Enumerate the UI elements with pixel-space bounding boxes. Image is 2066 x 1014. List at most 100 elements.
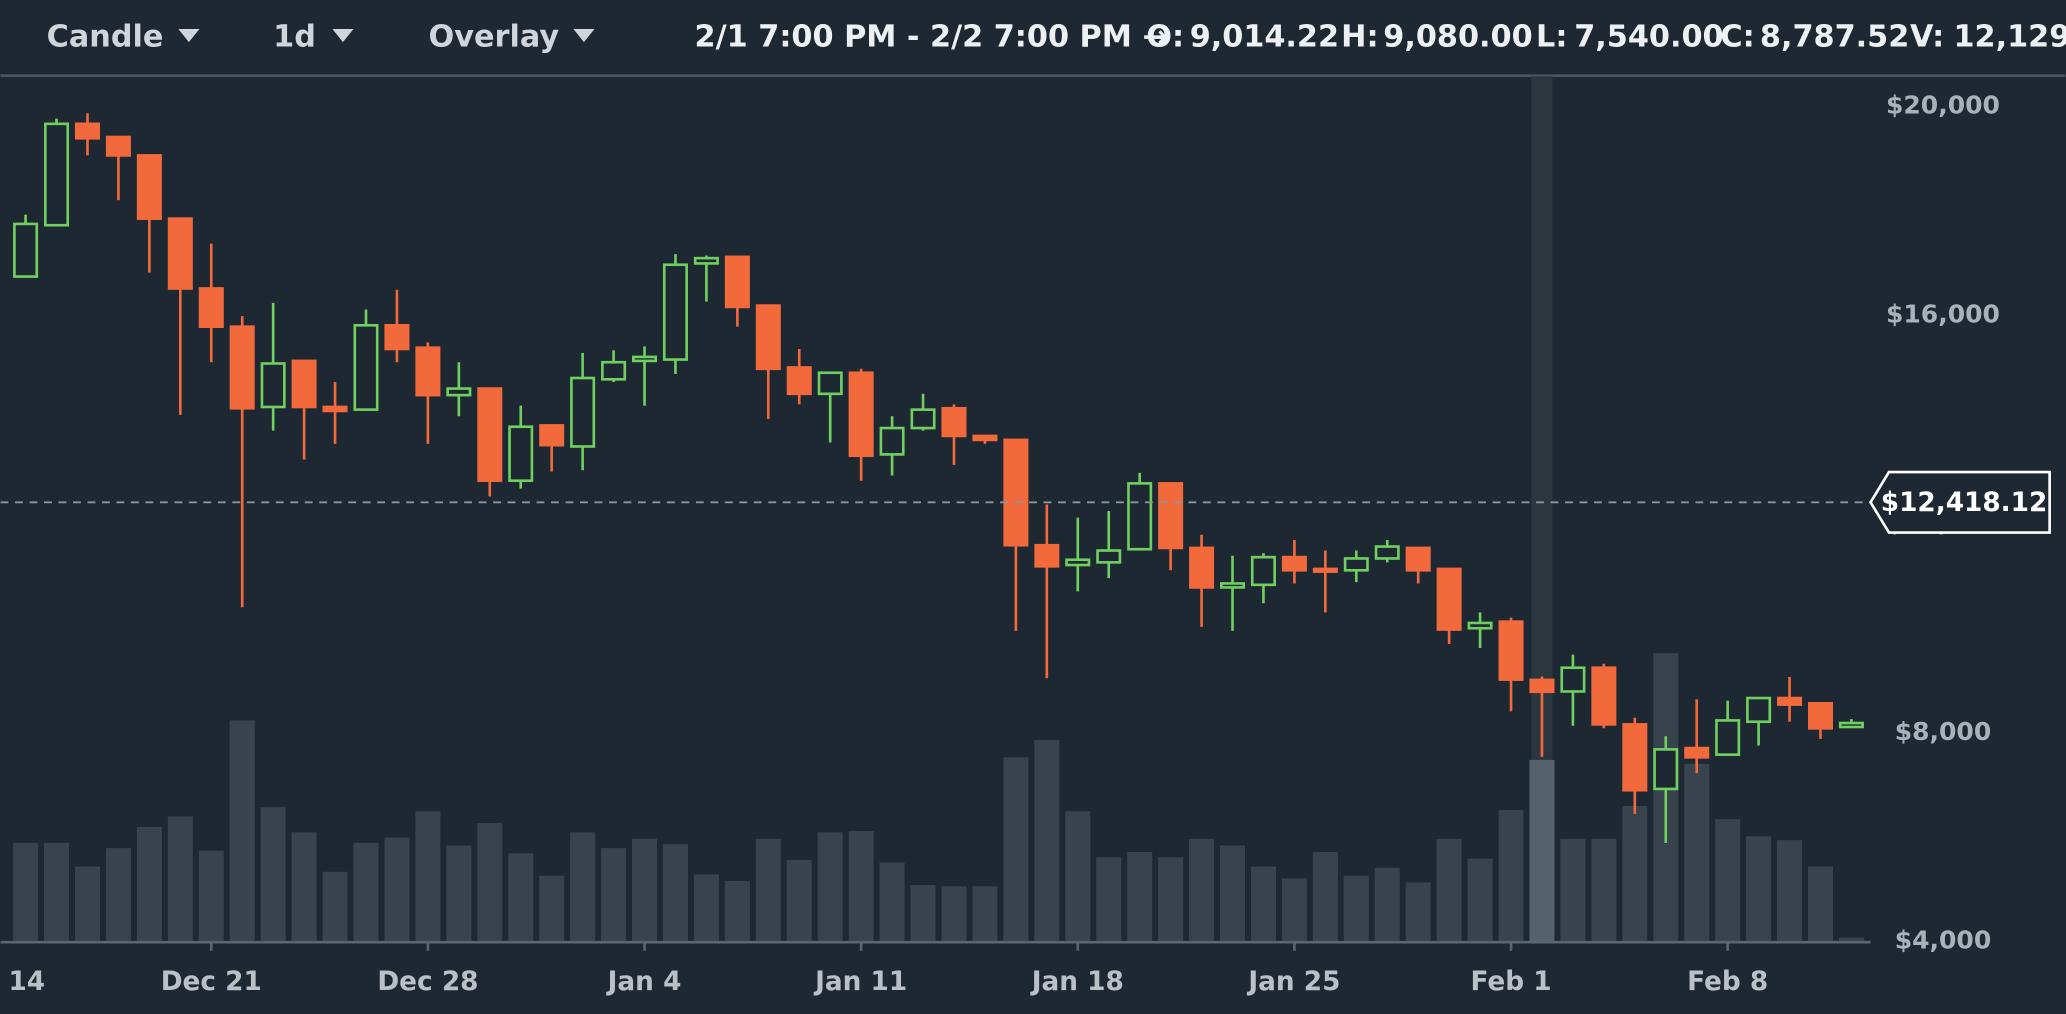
- candle-body: [1405, 546, 1431, 572]
- dropdown-arrow[interactable]: [332, 28, 354, 43]
- candle-body: [941, 406, 967, 438]
- readout-value: 9,080.00: [1383, 20, 1532, 55]
- volume-bar: [415, 811, 441, 942]
- candle-body: [105, 135, 131, 157]
- candle-body: [1498, 620, 1524, 681]
- candle-body: [353, 323, 379, 411]
- volume-bar: [879, 862, 905, 942]
- volume-bar: [384, 837, 410, 942]
- readout-value: 7,540.00: [1574, 20, 1723, 55]
- chart-type-control[interactable]: Candle: [47, 20, 164, 55]
- candle-body: [910, 408, 936, 430]
- interval-control[interactable]: 1d: [273, 20, 316, 55]
- x-tick-label: Dec 21: [161, 967, 262, 997]
- candle-body: [260, 362, 286, 409]
- volume-bar: [848, 830, 874, 942]
- volume-bar: [941, 886, 967, 942]
- candle-body: [1127, 482, 1153, 551]
- volume-bar: [136, 827, 162, 942]
- candle-body: [384, 323, 410, 351]
- candle-body: [693, 256, 719, 265]
- candle-body: [1343, 557, 1369, 572]
- candle-body: [1838, 721, 1864, 729]
- candle-body: [1281, 555, 1307, 572]
- candle-body: [1096, 549, 1122, 564]
- volume-bar: [1715, 819, 1741, 942]
- readout-label: V:: [1910, 20, 1944, 55]
- candle-body: [1467, 621, 1493, 630]
- candle-body: [539, 424, 565, 447]
- volume-bar: [1281, 878, 1307, 942]
- price-label: $12,418.12: [1881, 488, 2048, 518]
- y-tick-label: $16,000: [1886, 299, 2000, 328]
- candle-body: [1374, 545, 1400, 560]
- readout-label: C:: [1720, 20, 1754, 55]
- candle-body: [1312, 567, 1338, 573]
- readout-label: H:: [1341, 20, 1378, 55]
- candle-body: [1034, 543, 1060, 568]
- candle-body: [198, 287, 224, 328]
- volume-bar: [786, 859, 812, 942]
- candle-body: [632, 355, 658, 363]
- candle-body: [724, 255, 750, 309]
- overlay-control[interactable]: Overlay: [429, 20, 560, 55]
- candle-body: [972, 434, 998, 442]
- candle-body: [1436, 567, 1462, 631]
- volume-bar: [446, 845, 472, 942]
- readout-label: O:: [1146, 20, 1184, 55]
- volume-bar: [1034, 740, 1060, 942]
- candle-body: [1715, 719, 1741, 756]
- candle-body: [662, 263, 688, 361]
- volume-bar: [1436, 838, 1462, 942]
- candle-body: [1684, 746, 1710, 759]
- volume-bar: [1158, 857, 1184, 942]
- volume-bar: [322, 871, 348, 942]
- candle-body: [1807, 701, 1834, 730]
- candle-body: [322, 405, 348, 413]
- volume-bar: [13, 842, 39, 942]
- readout-value: 9,014.22: [1190, 20, 1339, 55]
- volume-bar: [1467, 858, 1493, 942]
- volume-bar: [353, 842, 379, 942]
- readout-value: 12,129: [1954, 20, 2066, 55]
- candle-body: [508, 425, 534, 483]
- candle-body: [570, 376, 596, 448]
- volume-bar: [1529, 759, 1555, 942]
- volume-bar: [1343, 875, 1369, 942]
- volume-bar: [693, 874, 719, 942]
- candle-body: [1746, 696, 1772, 724]
- candle-body: [1622, 723, 1648, 792]
- candle-body: [477, 387, 503, 483]
- volume-bar: [1405, 882, 1431, 942]
- volume-bar: [1746, 836, 1772, 942]
- volume-bar: [105, 848, 131, 942]
- volume-bar: [1003, 757, 1029, 942]
- volume-bar: [1591, 838, 1617, 942]
- volume-bar: [662, 844, 688, 942]
- candle-body: [415, 346, 441, 397]
- volume-bar: [1374, 867, 1400, 942]
- volume-bar: [44, 842, 70, 942]
- volume-bar: [1189, 838, 1215, 942]
- candle-body: [1529, 678, 1555, 694]
- candle-body: [1560, 666, 1586, 693]
- readout-label: L:: [1536, 20, 1567, 55]
- readout-value: 8,787.52: [1760, 20, 1909, 55]
- candle-body: [1250, 555, 1276, 587]
- candle-body: [136, 154, 162, 220]
- candle-body: [1777, 696, 1803, 706]
- candle-body: [1189, 546, 1215, 589]
- dropdown-arrow[interactable]: [573, 28, 595, 43]
- dropdown-arrow[interactable]: [178, 28, 200, 43]
- volume-bar: [198, 850, 224, 942]
- volume-bar: [1622, 805, 1648, 942]
- y-tick-label: $20,000: [1886, 91, 2000, 120]
- volume-bar: [910, 884, 936, 942]
- x-tick-label: Feb 8: [1687, 967, 1768, 997]
- volume-bar: [570, 832, 596, 942]
- candle-body: [848, 371, 874, 458]
- volume-bar: [1219, 845, 1246, 942]
